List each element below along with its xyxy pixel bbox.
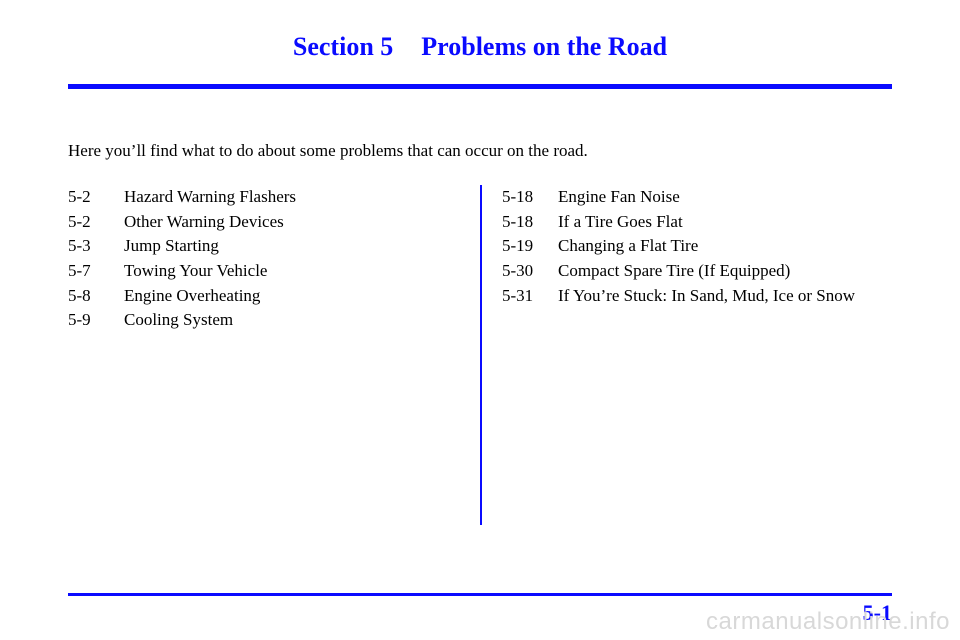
toc-title: Changing a Flat Tire bbox=[558, 234, 892, 259]
page-number: 5-1 bbox=[863, 600, 892, 626]
toc-title: Other Warning Devices bbox=[124, 210, 464, 235]
divider-bottom bbox=[68, 593, 892, 596]
toc-columns: 5-2Hazard Warning Flashers 5-2Other Warn… bbox=[68, 185, 892, 525]
toc-row: 5-30Compact Spare Tire (If Equipped) bbox=[502, 259, 892, 284]
toc-title: Hazard Warning Flashers bbox=[124, 185, 464, 210]
section-name: Problems on the Road bbox=[421, 32, 667, 61]
toc-title: If You’re Stuck: In Sand, Mud, Ice or Sn… bbox=[558, 284, 892, 309]
toc-page: 5-19 bbox=[502, 234, 558, 259]
toc-row: 5-3Jump Starting bbox=[68, 234, 464, 259]
toc-row: 5-19Changing a Flat Tire bbox=[502, 234, 892, 259]
toc-page: 5-2 bbox=[68, 210, 124, 235]
toc-title: Compact Spare Tire (If Equipped) bbox=[558, 259, 892, 284]
toc-title: Cooling System bbox=[124, 308, 464, 333]
toc-title: Engine Fan Noise bbox=[558, 185, 892, 210]
toc-page: 5-8 bbox=[68, 284, 124, 309]
toc-title: Engine Overheating bbox=[124, 284, 464, 309]
toc-row: 5-8Engine Overheating bbox=[68, 284, 464, 309]
toc-page: 5-9 bbox=[68, 308, 124, 333]
toc-row: 5-18If a Tire Goes Flat bbox=[502, 210, 892, 235]
toc-title: Jump Starting bbox=[124, 234, 464, 259]
section-number: Section 5 bbox=[293, 32, 393, 61]
divider-top bbox=[68, 84, 892, 89]
toc-title: Towing Your Vehicle bbox=[124, 259, 464, 284]
manual-page: Section 5 Problems on the Road Here you’l… bbox=[0, 0, 960, 640]
toc-row: 5-9Cooling System bbox=[68, 308, 464, 333]
toc-page: 5-7 bbox=[68, 259, 124, 284]
section-title: Section 5 Problems on the Road bbox=[68, 32, 892, 62]
toc-row: 5-31If You’re Stuck: In Sand, Mud, Ice o… bbox=[502, 284, 892, 309]
toc-page: 5-3 bbox=[68, 234, 124, 259]
watermark: carmanualsonline.info bbox=[706, 608, 950, 636]
toc-page: 5-30 bbox=[502, 259, 558, 284]
toc-page: 5-2 bbox=[68, 185, 124, 210]
toc-row: 5-2Other Warning Devices bbox=[68, 210, 464, 235]
toc-row: 5-7Towing Your Vehicle bbox=[68, 259, 464, 284]
toc-page: 5-31 bbox=[502, 284, 558, 309]
toc-title: If a Tire Goes Flat bbox=[558, 210, 892, 235]
toc-page: 5-18 bbox=[502, 210, 558, 235]
toc-col-right: 5-18Engine Fan Noise 5-18If a Tire Goes … bbox=[480, 185, 892, 525]
intro-text: Here you’ll find what to do about some p… bbox=[68, 141, 892, 161]
toc-row: 5-18Engine Fan Noise bbox=[502, 185, 892, 210]
toc-row: 5-2Hazard Warning Flashers bbox=[68, 185, 464, 210]
toc-col-left: 5-2Hazard Warning Flashers 5-2Other Warn… bbox=[68, 185, 480, 525]
toc-page: 5-18 bbox=[502, 185, 558, 210]
